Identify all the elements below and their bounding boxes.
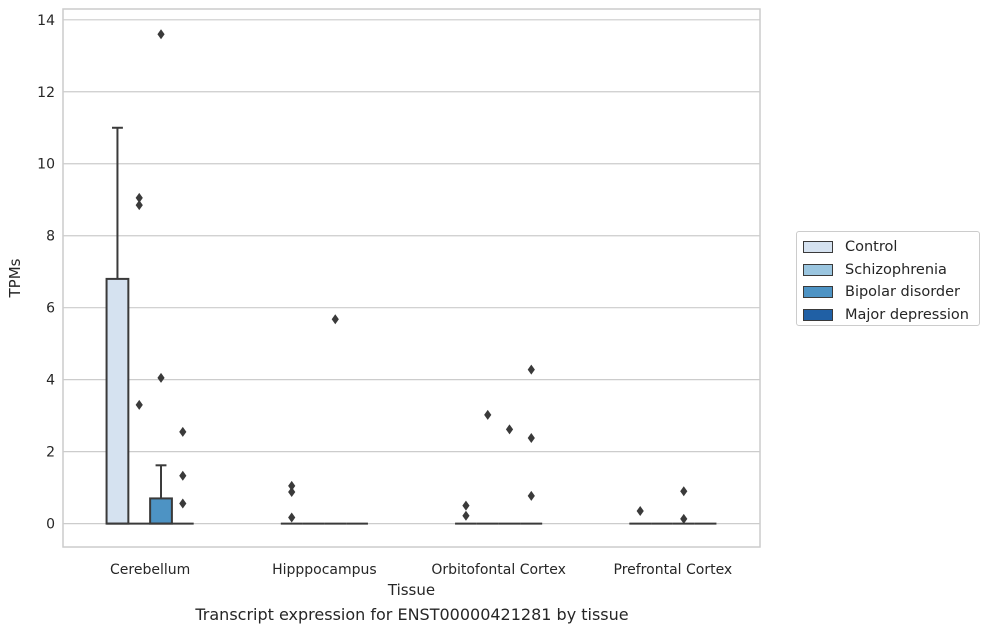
box <box>149 497 173 525</box>
outlier-point <box>135 399 143 410</box>
outlier-point <box>527 364 535 375</box>
outlier-point <box>135 200 143 211</box>
outlier-point <box>157 29 165 40</box>
y-tick-label: 8 <box>46 229 55 245</box>
x-tick-labels: Cerebellum Hipppocampus Orbitofontal Corte… <box>110 562 732 578</box>
legend-label: Control <box>845 239 898 256</box>
outlier-point <box>527 432 535 443</box>
grid-lines <box>63 19 760 525</box>
outlier-point <box>179 470 187 481</box>
y-tick-label: 12 <box>37 85 55 101</box>
outlier-point <box>288 480 296 491</box>
legend-swatch <box>803 241 833 254</box>
legend-item: Control <box>803 236 979 259</box>
legend-item: Bipolar disorder <box>803 281 979 304</box>
y-tick-label: 6 <box>46 301 55 317</box>
outliers <box>135 29 688 524</box>
x-tick-label: Hipppocampus <box>272 562 377 578</box>
legend-swatch <box>803 263 833 276</box>
x-tick-label: Cerebellum <box>110 562 190 578</box>
y-tick-labels: 0 2 4 6 8 10 12 14 <box>37 13 55 533</box>
outlier-point <box>680 486 688 497</box>
legend-swatch <box>803 308 833 321</box>
outlier-point <box>288 486 296 497</box>
outlier-point <box>484 409 492 420</box>
y-tick-label: 4 <box>46 373 55 389</box>
legend: Control Schizophrenia Bipolar disorder Majo… <box>796 231 980 326</box>
legend-swatch <box>803 286 833 299</box>
outlier-point <box>157 372 165 383</box>
outlier-point <box>505 424 514 435</box>
outlier-point <box>462 500 470 511</box>
chart-caption: Transcript expression for ENST0000042128… <box>195 605 629 624</box>
legend-label: Major depression <box>845 306 969 323</box>
y-axis-label: TPMs <box>6 258 24 298</box>
y-tick-label: 14 <box>37 13 55 29</box>
outlier-point <box>288 512 296 523</box>
outlier-point <box>179 498 187 509</box>
legend-label: Bipolar disorder <box>845 284 960 301</box>
outlier-point <box>135 192 143 203</box>
y-tick-label: 2 <box>46 445 55 461</box>
outlier-point <box>179 426 187 437</box>
y-tick-label: 0 <box>46 517 55 533</box>
outlier-point <box>462 510 470 521</box>
outlier-point <box>680 513 688 524</box>
legend-item: Major depression <box>803 304 979 327</box>
x-tick-label: Prefrontal Cortex <box>614 562 733 578</box>
boxes <box>105 126 717 525</box>
box <box>105 277 130 525</box>
legend-item: Schizophrenia <box>803 259 979 282</box>
x-axis-label: Tissue <box>387 581 435 599</box>
outlier-point <box>636 506 644 517</box>
legend-label: Schizophrenia <box>845 261 947 278</box>
plot-frame <box>62 8 761 548</box>
y-tick-label: 10 <box>37 157 55 173</box>
outlier-point <box>527 490 535 501</box>
outlier-point <box>331 314 339 325</box>
x-tick-label: Orbitofontal Cortex <box>431 562 566 578</box>
